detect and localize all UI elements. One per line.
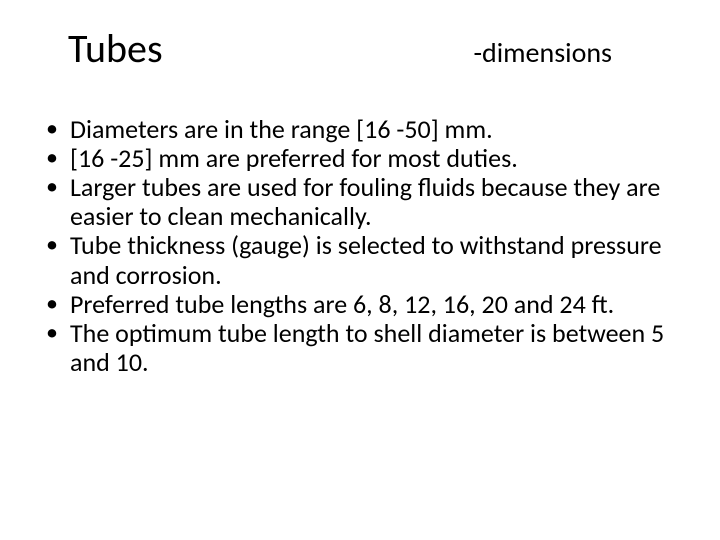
bullet-list: Diameters are in the range [16 -50] mm. … — [38, 115, 682, 377]
slide-title: Tubes — [68, 24, 163, 73]
list-item: Preferred tube lengths are 6, 8, 12, 16,… — [40, 290, 682, 319]
slide-subtitle: -dimensions — [473, 35, 612, 70]
list-item: Tube thickness (gauge) is selected to wi… — [40, 231, 682, 289]
list-item: [16 -25] mm are preferred for most dutie… — [40, 144, 682, 173]
slide: Tubes -dimensions Diameters are in the r… — [0, 0, 720, 540]
list-item: The optimum tube length to shell diamete… — [40, 319, 682, 377]
list-item: Larger tubes are used for fouling fluids… — [40, 173, 682, 231]
list-item: Diameters are in the range [16 -50] mm. — [40, 115, 682, 144]
title-row: Tubes -dimensions — [38, 24, 682, 73]
